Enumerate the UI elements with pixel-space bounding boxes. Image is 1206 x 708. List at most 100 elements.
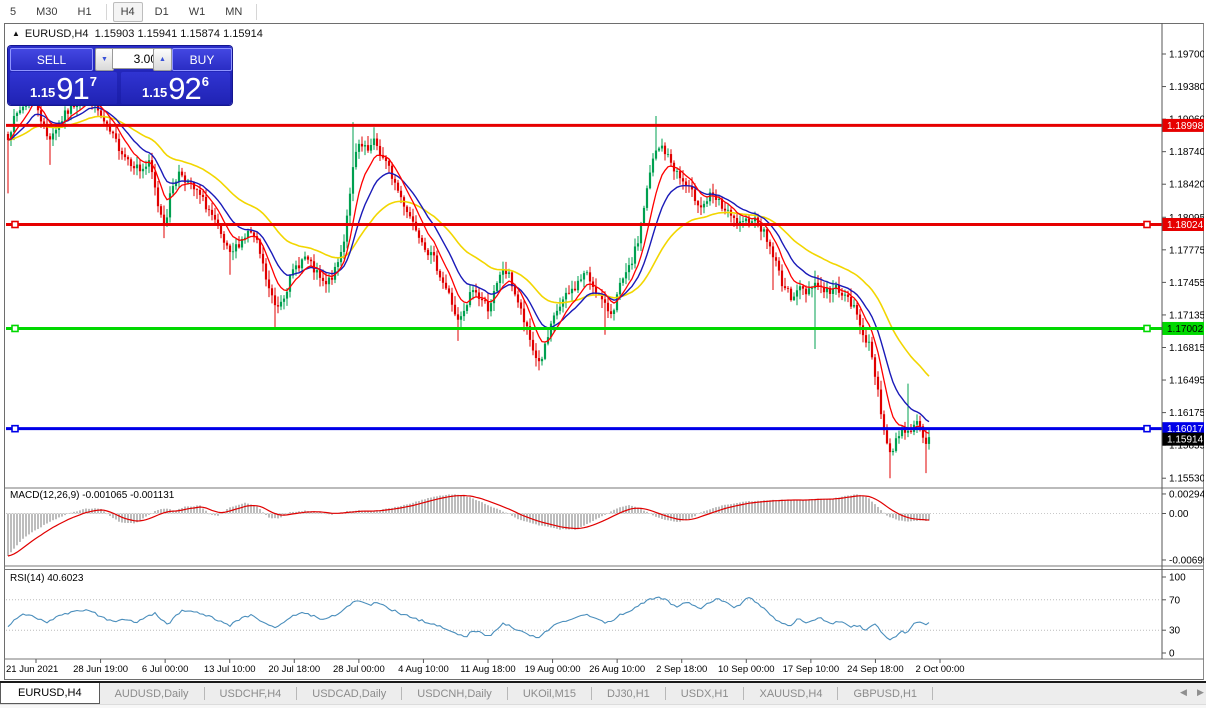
tab-separator [664,687,666,700]
tab-usdcnh-daily[interactable]: USDCNH,Daily [417,687,492,700]
chart-symbol-period: EURUSD,H4 [24,28,89,40]
trade-controls-row: SELL ▼ 3.00 ▲ BUY [8,46,232,71]
timeframe-button-5[interactable]: 5 [10,5,17,18]
svg-text:28 Jul 00:00: 28 Jul 00:00 [333,664,385,675]
tab-scroll-left-icon[interactable]: ◀ [1180,687,1187,697]
svg-text:70: 70 [1169,595,1181,606]
panel-frame [4,23,1204,660]
svg-text:1.18024: 1.18024 [1167,220,1204,231]
svg-text:2 Sep 18:00: 2 Sep 18:00 [656,664,707,675]
rsi-axis: 100 70 30 0 [1162,573,1186,660]
candles-layer [6,78,931,479]
svg-text:11 Aug 18:00: 11 Aug 18:00 [460,664,515,675]
tab-separator [296,687,298,700]
svg-text:10 Sep 00:00: 10 Sep 00:00 [718,664,775,675]
tab-separator [743,687,745,700]
price-axis: 1.197001.193801.190601.187401.184201.180… [1162,50,1204,485]
chart-ohlc-values: 1.15903 1.15941 1.15874 1.15914 [94,28,263,40]
tab-usdx-h1[interactable]: USDX,H1 [680,687,729,700]
timeframe-button-h1[interactable]: H1 [77,5,92,18]
svg-text:6 Jul 00:00: 6 Jul 00:00 [142,664,188,675]
hline-handle-left[interactable] [11,424,19,433]
tab-separator [837,687,839,700]
sell-button[interactable]: SELL [10,48,93,71]
bid-price-small: 1.15 [29,85,56,100]
tab-separator [932,687,934,700]
bid-price-pip: 7 [89,74,98,89]
ask-price-pip: 6 [201,74,210,89]
svg-text:20 Jul 18:00: 20 Jul 18:00 [268,664,320,675]
one-click-trading-panel: SELL ▼ 3.00 ▲ BUY 1.15 91 7 1.15 92 6 [8,46,232,105]
volume-increase-button[interactable]: ▲ [153,48,172,71]
tab-usdcad-daily[interactable]: USDCAD,Daily [312,687,387,700]
svg-text:0: 0 [1169,649,1175,660]
timeframe-button-mn[interactable]: MN [225,5,243,18]
svg-text:1.16017: 1.16017 [1167,424,1204,435]
svg-text:2 Oct 00:00: 2 Oct 00:00 [915,664,964,675]
timeframe-button-m30[interactable]: M30 [36,5,58,18]
moving-averages-layer [7,101,930,434]
tab-separator [203,687,205,700]
tab-dj30-h1[interactable]: DJ30,H1 [607,687,650,700]
tab-xauusd-h4[interactable]: XAUUSD,H4 [759,687,823,700]
timeframe-toolbar: 5 M30 H1 H4 D1 W1 MN [0,0,1206,23]
chart-title: ▲ EURUSD,H4 1.15903 1.15941 1.15874 1.159… [12,28,263,40]
hline-handle-right[interactable] [1143,220,1151,229]
svg-text:1.16175: 1.16175 [1169,408,1204,419]
svg-text:0.00294: 0.00294 [1169,489,1204,500]
price-badge-1.18998: 1.18998 [1162,118,1204,132]
horizontal-lines-layer [6,123,1162,433]
hline-handle-left[interactable] [11,220,19,229]
svg-text:13 Jul 10:00: 13 Jul 10:00 [204,664,256,675]
symbol-tab-bar: EURUSD,H4 AUDUSD,Daily USDCHF,H4 USDCAD,Dai… [0,681,1206,708]
price-badge-1.16017: 1.16017 [1162,422,1204,436]
svg-text:1.17002: 1.17002 [1167,324,1204,335]
tab-separator [401,687,403,700]
hline-handle-right[interactable] [1143,424,1151,433]
tab-audusd-daily[interactable]: AUDUSD,Daily [114,687,189,700]
macd-layer [6,494,1161,557]
svg-text:1.15914: 1.15914 [1167,435,1204,446]
svg-text:1.19700: 1.19700 [1169,50,1204,61]
symbol-tabs: EURUSD,H4 AUDUSD,Daily USDCHF,H4 USDCAD,Dai… [0,683,934,704]
svg-text:1.18420: 1.18420 [1169,180,1204,191]
time-axis: 21 Jun 2021 28 Jun 19:00 6 Jul 00:00 13 Jul… [6,659,965,675]
svg-text:26 Aug 10:00: 26 Aug 10:00 [589,664,645,675]
svg-text:1.16495: 1.16495 [1169,376,1204,387]
price-badge-1.15914: 1.15914 [1162,432,1204,446]
timeframe-button-h4[interactable]: H4 [112,1,143,22]
ask-price-display[interactable]: 1.15 92 6 [121,72,230,104]
svg-text:1.17455: 1.17455 [1169,278,1204,289]
toolbar-separator [256,3,258,20]
chevron-down-icon: ▼ [101,56,108,63]
tab-eurusd-h4[interactable]: EURUSD,H4 [0,683,100,704]
hline-handle-right[interactable] [1143,324,1151,333]
price-badge-1.18024: 1.18024 [1162,217,1204,231]
buy-button[interactable]: BUY [172,48,232,71]
svg-text:1.18998: 1.18998 [1167,121,1204,132]
svg-text:1.15855: 1.15855 [1169,441,1204,452]
svg-text:17 Sep 10:00: 17 Sep 10:00 [783,664,840,675]
svg-text:19 Aug 00:00: 19 Aug 00:00 [525,664,581,675]
svg-text:1.18740: 1.18740 [1169,147,1204,158]
tab-bar-lower-strip [0,704,1206,708]
tab-scroll-right-icon[interactable]: ▶ [1197,687,1204,697]
tab-usdchf-h4[interactable]: USDCHF,H4 [219,687,282,700]
bid-price-display[interactable]: 1.15 91 7 [10,72,117,104]
hline-handle-left[interactable] [11,324,19,333]
toolbar-separator [105,3,107,20]
chart-marker-icon: ▲ [12,29,20,38]
tab-gbpusd-h1[interactable]: GBPUSD,H1 [853,687,918,700]
bid-price-big: 91 [56,71,89,106]
macd-label: MACD(12,26,9) -0.001065 -0.001131 [10,490,175,501]
timeframe-button-w1[interactable]: W1 [188,5,206,18]
tab-separator [591,687,592,700]
svg-text:21 Jun 2021: 21 Jun 2021 [6,664,58,675]
ask-price-small: 1.15 [141,85,168,100]
macd-axis: 0.00294 0.00 -0.00699 [1162,489,1204,566]
price-chart: 1.197001.193801.190601.187401.184201.180… [4,23,1204,675]
svg-text:4 Aug 10:00: 4 Aug 10:00 [398,664,449,675]
tab-ukoil-m15[interactable]: UKOil,M15 [522,687,576,700]
timeframe-button-d1[interactable]: D1 [154,5,169,18]
volume-input[interactable]: 3.00 [112,48,161,69]
